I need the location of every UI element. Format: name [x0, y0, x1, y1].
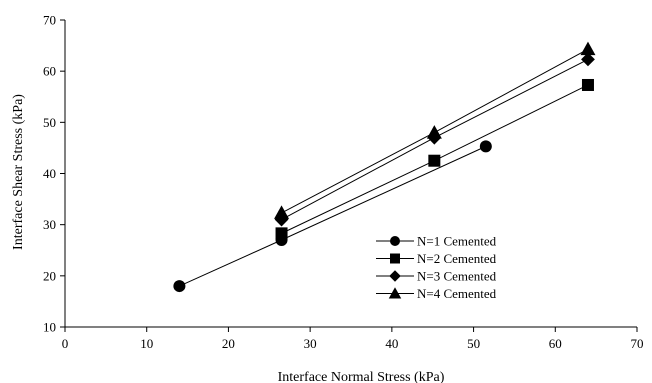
- legend-marker: [390, 236, 400, 246]
- y-tick-label: 10: [43, 320, 56, 335]
- y-axis-title: Interface Shear Stress (kPa): [11, 94, 26, 250]
- x-tick-label: 10: [140, 336, 153, 351]
- data-point: [173, 280, 186, 293]
- x-tick-label: 30: [304, 336, 317, 351]
- data-point: [275, 227, 288, 240]
- legend-item: N=4 Cemented: [376, 286, 497, 301]
- x-tick-label: 50: [467, 336, 480, 351]
- data-point: [580, 41, 596, 56]
- y-tick-label: 30: [43, 217, 56, 232]
- x-tick-label: 40: [385, 336, 398, 351]
- x-axis-title: Interface Normal Stress (kPa): [278, 370, 445, 383]
- x-tick-label: 0: [62, 336, 69, 351]
- data-point: [581, 78, 594, 91]
- series-4: [274, 41, 596, 219]
- x-tick-label: 20: [222, 336, 235, 351]
- legend-marker: [388, 287, 402, 299]
- y-tick-label: 50: [43, 115, 56, 130]
- legend-label: N=3 Cemented: [417, 269, 497, 284]
- legend-marker: [389, 270, 401, 282]
- y-tick-label: 60: [43, 64, 56, 79]
- series-layer: [173, 41, 596, 293]
- data-point: [479, 140, 492, 153]
- y-tick-label: 40: [43, 166, 56, 181]
- legend-marker: [390, 253, 400, 264]
- legend: N=1 Cemented N=2 Cemented N=3 Cemented N=4 …: [376, 234, 497, 301]
- legend-label: N=1 Cemented: [417, 234, 497, 249]
- data-point: [274, 205, 290, 219]
- series-2: [275, 78, 594, 240]
- legend-item: N=3 Cemented: [376, 269, 497, 284]
- y-tick-label: 70: [43, 13, 56, 28]
- data-point: [426, 125, 442, 139]
- legend-item: N=1 Cemented: [376, 234, 497, 249]
- x-tick-label: 60: [549, 336, 562, 351]
- x-tick-label: 70: [631, 336, 644, 351]
- data-point: [581, 52, 595, 67]
- axes: 0 10 20 30 40 50 60 70 10 20 30 40 50 60 70: [43, 13, 644, 352]
- legend-label: N=4 Cemented: [417, 286, 497, 301]
- legend-label: N=2 Cemented: [417, 251, 497, 266]
- data-point: [428, 154, 441, 167]
- series-3: [274, 52, 595, 227]
- legend-item: N=2 Cemented: [376, 251, 497, 266]
- y-tick-label: 20: [43, 268, 56, 283]
